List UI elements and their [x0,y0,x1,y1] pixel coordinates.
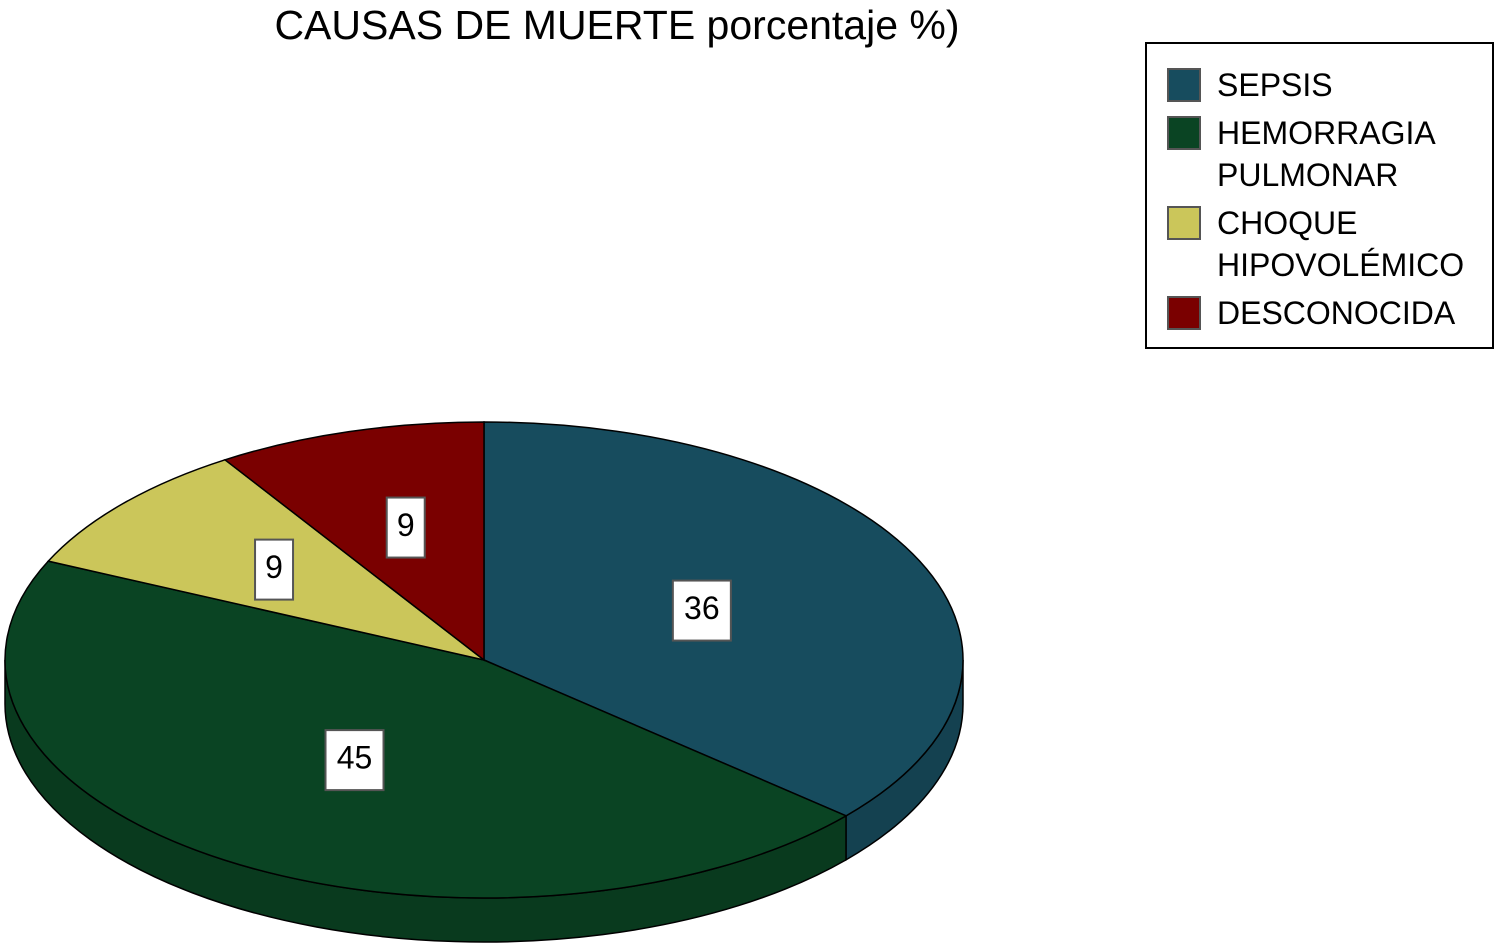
legend-label: CHOQUE HIPOVOLÉMICO [1217,205,1465,283]
legend-item: DESCONOCIDA [1167,292,1492,334]
legend: SEPSIS HEMORRAGIA PULMONAR CHOQUE HIPOVOLÉ… [1145,42,1494,349]
legend-swatch [1167,296,1201,330]
legend-label: HEMORRAGIA PULMONAR [1217,115,1434,193]
data-label: 36 [684,590,720,626]
legend-label: DESCONOCIDA [1217,295,1456,331]
legend-swatch [1167,206,1201,240]
legend-item: HEMORRAGIA PULMONAR [1167,112,1492,196]
legend-item: CHOQUE HIPOVOLÉMICO [1167,202,1492,286]
legend-label: SEPSIS [1217,67,1333,103]
legend-item: SEPSIS [1167,64,1492,106]
legend-swatch [1167,116,1201,150]
legend-swatch [1167,68,1201,102]
label-box [671,579,732,642]
slice [4,560,848,899]
chart-title: CAUSAS DE MUERTE porcentaje %) [274,2,959,48]
label-box [385,496,426,559]
slice [223,421,485,662]
data-label: 9 [397,507,415,543]
label-box [324,729,385,792]
label-box [254,538,295,601]
data-label: 45 [337,740,373,776]
data-label: 9 [265,549,283,585]
